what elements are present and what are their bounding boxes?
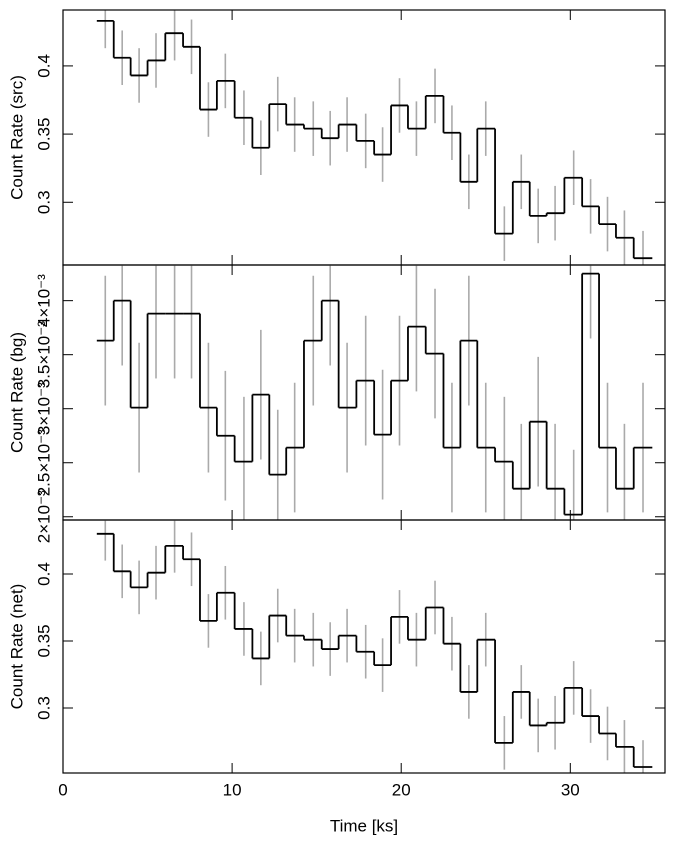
y-tick-label: 4×10⁻³ — [34, 274, 53, 327]
y-tick-label: 2×10⁻³ — [34, 490, 53, 543]
y-tick-label: 0.4 — [34, 54, 53, 78]
y-axis-label: Count Rate (net) — [7, 584, 26, 710]
y-tick-label: 0.35 — [34, 624, 53, 657]
panel-frame — [62, 264, 666, 521]
y-tick-label: 0.4 — [34, 562, 53, 586]
panel-frame — [62, 519, 666, 774]
y-tick-label: 3.5×10⁻³ — [34, 321, 53, 388]
x-tick-label: 10 — [223, 780, 242, 799]
y-tick-label: 0.35 — [34, 118, 53, 151]
x-tick-label: 20 — [392, 780, 411, 799]
x-tick-label: 30 — [561, 780, 580, 799]
y-axis-label: Count Rate (src) — [7, 75, 26, 200]
x-tick-label: 0 — [58, 780, 67, 799]
panel-frame — [62, 9, 666, 266]
y-tick-label: 0.3 — [34, 190, 53, 214]
y-tick-label: 2.5×10⁻³ — [34, 429, 53, 496]
x-axis-label: Time [ks] — [330, 816, 398, 835]
y-axis-label: Count Rate (bg) — [7, 332, 26, 453]
y-tick-label: 0.3 — [34, 696, 53, 720]
y-tick-label: 3×10⁻³ — [34, 382, 53, 435]
